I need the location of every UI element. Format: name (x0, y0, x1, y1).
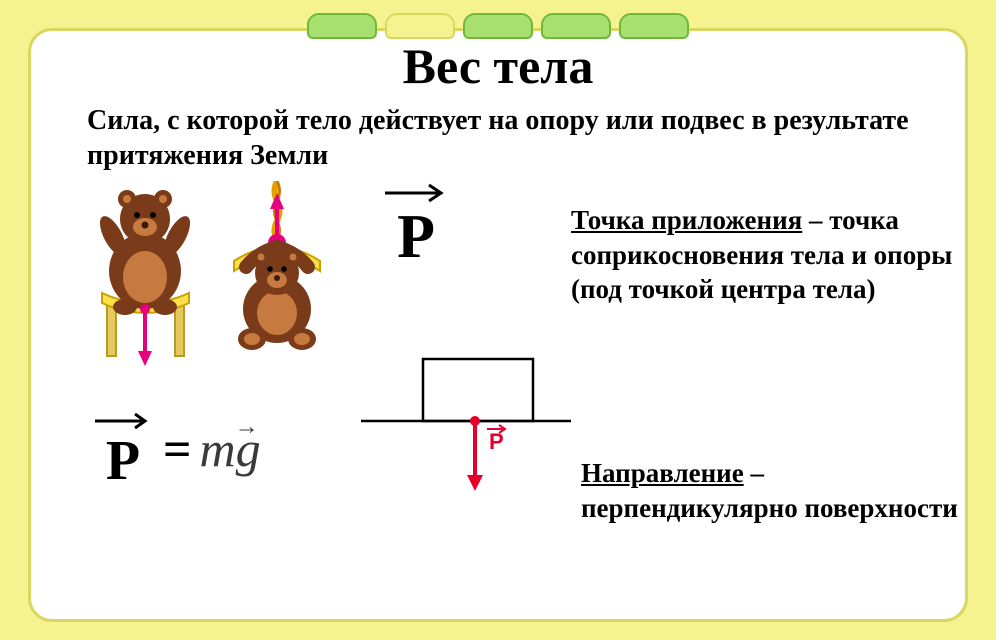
card-frame: Вес тела Сила, с которой тело действует … (28, 28, 968, 622)
tabs-decor (307, 13, 689, 39)
weight-formula: P = → mg (91, 411, 261, 486)
page-title: Вес тела (61, 37, 935, 95)
p-vector-symbol: P (381, 181, 451, 266)
p-letter: P (381, 210, 451, 266)
formula-lhs: P (91, 436, 155, 486)
point-of-application-text: Точка приложения – точка соприкосновения… (571, 203, 971, 307)
tab-decor (541, 13, 611, 39)
g-vector-arrow: → (235, 414, 259, 441)
tab-decor (307, 13, 377, 39)
content-area: P P = → mg (61, 181, 935, 601)
tab-decor (463, 13, 533, 39)
formula-eq: = (163, 420, 192, 478)
block-diagram: P (351, 341, 581, 501)
vector-arrow-icon (91, 411, 155, 431)
diagram-p-label: P (489, 429, 504, 454)
direction-label: Направление (581, 458, 744, 488)
direction-text: Направление – перпендикулярно поверхност… (581, 456, 971, 525)
tab-decor (619, 13, 689, 39)
vector-arrow-icon (381, 181, 451, 205)
point-label: Точка приложения (571, 205, 802, 235)
tab-decor (385, 13, 455, 39)
bears-illustration (87, 181, 347, 381)
definition-text: Сила, с которой тело действует на опору … (87, 103, 909, 173)
